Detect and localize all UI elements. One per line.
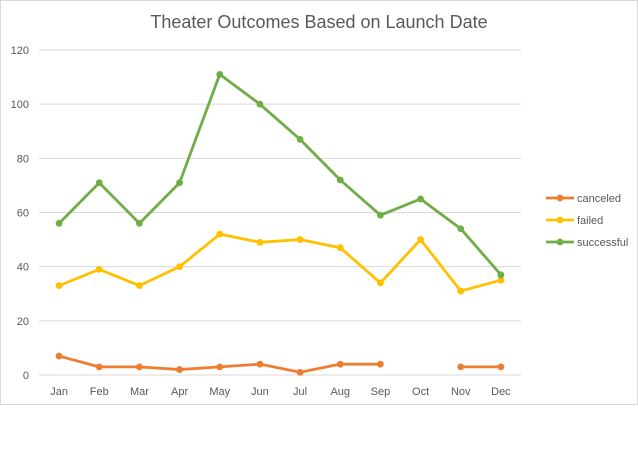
data-point-failed [497,276,505,284]
y-tick-label: 120 [11,45,29,57]
data-point-failed [377,279,384,287]
x-tick-label: May [209,386,230,398]
data-point-canceled [136,363,143,371]
data-point-canceled [457,363,465,371]
x-tick-label: Feb [90,386,109,398]
x-tick-label: Mar [130,386,149,398]
series-line-successful [57,72,503,277]
data-point-canceled [497,363,505,371]
data-point-successful [457,225,465,233]
data-point-canceled [95,363,103,371]
legend-label-canceled: canceled [577,193,621,205]
x-tick-label: Nov [451,386,471,398]
data-point-failed [95,265,103,273]
data-point-canceled [216,363,224,371]
data-point-canceled [296,368,304,376]
data-point-failed [296,236,304,243]
series-line-failed [57,232,503,293]
y-tick-label: 0 [23,370,29,382]
x-tick-label: Apr [171,386,188,398]
y-tick-label: 20 [17,316,29,328]
data-point-successful [176,179,183,187]
data-point-canceled [55,352,63,360]
legend-marker-canceled [556,194,564,202]
data-point-failed [216,230,224,238]
chart-area: Theater Outcomes Based on Launch Date 0 2… [0,0,638,405]
data-point-successful [256,100,264,108]
data-point-failed [417,236,424,243]
x-tick-label: Jun [251,386,269,398]
x-tick-label: Jan [50,386,68,398]
line-chart: 0 20 40 60 80 100 120 Jan Feb Mar Apr May Jun Jul Aug S… [11,45,629,398]
data-point-successful [497,271,505,279]
data-point-canceled [336,360,344,368]
data-point-successful [377,211,384,219]
data-point-failed [136,282,143,290]
y-tick-label: 100 [11,99,29,111]
y-tick-label: 80 [17,153,29,165]
data-point-successful [216,70,224,78]
data-point-failed [55,282,63,290]
y-tick-label: 60 [17,208,29,220]
data-point-canceled [176,366,183,373]
x-tick-label: Aug [330,386,350,398]
data-point-successful [136,219,143,227]
data-point-successful [296,135,304,143]
x-tick-label: Sep [371,386,391,398]
data-point-canceled [256,360,264,368]
data-point-successful [417,195,424,203]
data-point-failed [176,263,183,271]
data-point-failed [336,244,344,252]
data-point-failed [256,238,264,246]
legend-label-successful: successful [577,237,628,249]
legend-marker-failed [556,216,564,224]
x-tick-label: Oct [412,386,429,398]
y-tick-label: 40 [17,262,29,274]
x-tick-label: Dec [491,386,511,398]
data-point-failed [457,287,465,295]
legend-label-failed: failed [577,215,603,227]
chart-title: Theater Outcomes Based on Launch Date [150,12,488,32]
data-point-successful [95,179,103,187]
legend-marker-successful [556,238,564,246]
x-tick-label: Jul [293,386,307,398]
data-point-successful [55,219,63,227]
data-point-successful [336,176,344,184]
data-point-canceled [377,360,384,368]
